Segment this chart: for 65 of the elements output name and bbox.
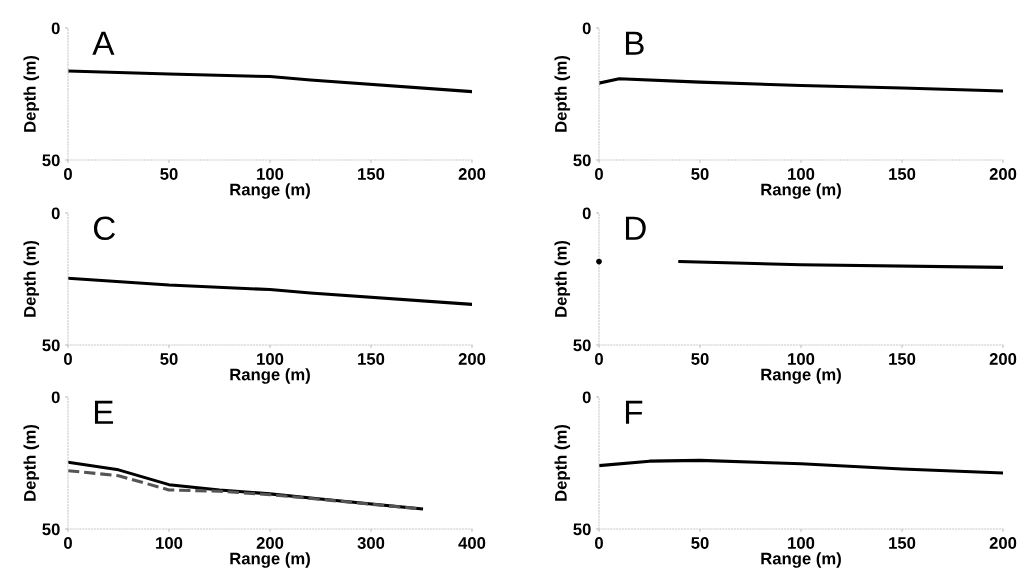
x-tick-label: 400 xyxy=(458,537,486,549)
y-axis-title: Depth (m) xyxy=(23,55,40,132)
x-axis-title: Range (m) xyxy=(230,552,310,568)
x-tick-label: 0 xyxy=(64,353,72,365)
y-tick-label: 0 xyxy=(582,22,591,35)
y-tick-label: 50 xyxy=(42,523,60,536)
line-series xyxy=(68,469,424,511)
x-tick-label: 200 xyxy=(989,168,1017,180)
x-tick-label: 100 xyxy=(257,353,284,365)
chart-title: A xyxy=(92,31,115,55)
x-tick-label: 100 xyxy=(788,168,815,180)
x-tick-label: 100 xyxy=(788,353,815,365)
line-series xyxy=(68,276,472,306)
y-axis-title: Depth (m) xyxy=(23,424,40,501)
x-tick-label: 200 xyxy=(989,353,1017,365)
x-tick-label: 50 xyxy=(691,537,709,549)
x-tick-label: 50 xyxy=(691,353,709,365)
line-series xyxy=(599,77,1003,93)
y-tick-label: 0 xyxy=(582,207,591,220)
y-axis-title: Depth (m) xyxy=(23,240,40,317)
x-tick-label: 100 xyxy=(257,168,284,180)
chart-title: F xyxy=(625,400,643,424)
y-axis-title: Depth (m) xyxy=(554,424,571,501)
chart-title: D xyxy=(625,216,646,240)
y-tick-label: 50 xyxy=(42,339,60,352)
x-tick-label: 150 xyxy=(889,168,916,180)
x-tick-label: 150 xyxy=(889,353,916,365)
y-tick-label: 0 xyxy=(51,391,60,404)
x-axis-title: Range (m) xyxy=(761,368,841,384)
x-tick-label: 100 xyxy=(156,537,183,549)
x-tick-label: 200 xyxy=(458,353,486,365)
y-tick-label: 0 xyxy=(582,391,591,404)
y-tick-label: 0 xyxy=(51,207,60,220)
x-tick-label: 150 xyxy=(889,537,916,549)
x-axis-title: Range (m) xyxy=(761,552,841,568)
chart-title: B xyxy=(625,31,644,55)
x-axis-title: Range (m) xyxy=(761,183,841,199)
x-tick-label: 100 xyxy=(788,537,815,549)
x-tick-label: 200 xyxy=(458,168,486,180)
y-tick-label: 50 xyxy=(42,154,60,167)
line-series xyxy=(68,69,472,94)
x-axis-title: Range (m) xyxy=(230,183,310,199)
x-tick-label: 0 xyxy=(64,168,72,180)
x-tick-label: 200 xyxy=(256,537,284,549)
x-tick-label: 0 xyxy=(595,537,603,549)
x-tick-label: 50 xyxy=(160,353,178,365)
x-tick-label: 50 xyxy=(160,168,178,180)
y-axis-title: Depth (m) xyxy=(554,55,571,132)
y-tick-label: 50 xyxy=(573,154,591,167)
x-tick-label: 300 xyxy=(357,537,385,549)
y-axis-title: Depth (m) xyxy=(554,240,571,317)
chart-title: C xyxy=(93,216,116,241)
x-tick-label: 0 xyxy=(595,168,603,180)
chart-title: E xyxy=(94,400,114,424)
x-tick-label: 150 xyxy=(358,353,385,365)
x-axis-title: Range (m) xyxy=(230,368,310,384)
y-tick-label: 50 xyxy=(573,523,591,536)
y-tick-label: 50 xyxy=(573,339,591,352)
x-tick-label: 0 xyxy=(64,537,72,549)
line-series xyxy=(599,458,1003,475)
x-tick-label: 0 xyxy=(595,353,603,365)
x-tick-label: 150 xyxy=(358,168,385,180)
x-tick-label: 200 xyxy=(989,537,1017,549)
x-tick-label: 50 xyxy=(691,168,709,180)
y-tick-label: 0 xyxy=(51,22,60,35)
